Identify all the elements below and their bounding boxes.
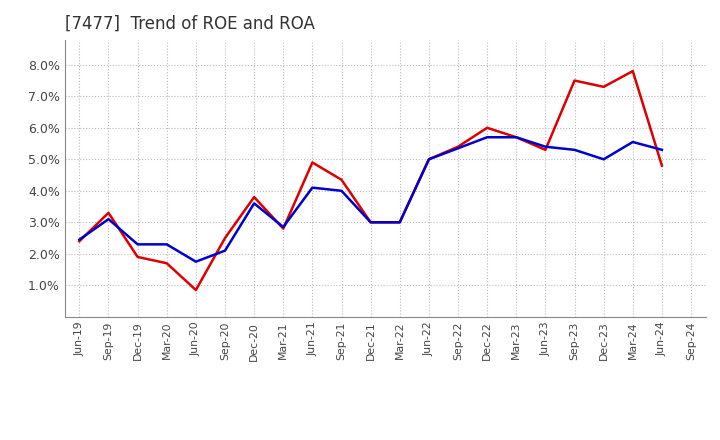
ROE (220, 235, 229, 241)
ROA (104, 216, 113, 222)
ROA (599, 157, 608, 162)
ROA (570, 147, 579, 153)
ROA (220, 248, 229, 253)
Line: ROE: ROE (79, 71, 662, 290)
ROE (337, 177, 346, 183)
ROA (395, 220, 404, 225)
ROA (541, 144, 550, 149)
ROE (512, 135, 521, 140)
ROA (192, 259, 200, 264)
ROA (133, 242, 142, 247)
ROE (366, 220, 375, 225)
ROE (163, 260, 171, 266)
Text: [7477]  Trend of ROE and ROA: [7477] Trend of ROE and ROA (65, 15, 315, 33)
ROE (395, 220, 404, 225)
ROE (308, 160, 317, 165)
ROE (541, 147, 550, 153)
ROE (104, 210, 113, 216)
ROE (483, 125, 492, 130)
ROA (279, 224, 287, 230)
ROA (163, 242, 171, 247)
ROA (75, 237, 84, 242)
ROE (570, 78, 579, 83)
ROE (75, 238, 84, 244)
ROE (599, 84, 608, 89)
ROA (308, 185, 317, 190)
ROA (629, 139, 637, 145)
ROE (629, 69, 637, 74)
ROA (250, 201, 258, 206)
ROA (366, 220, 375, 225)
ROE (425, 157, 433, 162)
ROA (483, 135, 492, 140)
ROE (279, 226, 287, 231)
ROA (454, 146, 462, 151)
Line: ROA: ROA (79, 137, 662, 262)
ROA (512, 135, 521, 140)
ROA (657, 147, 666, 153)
ROE (250, 194, 258, 200)
ROE (192, 287, 200, 293)
ROE (454, 144, 462, 149)
ROA (337, 188, 346, 194)
ROE (657, 163, 666, 168)
ROE (133, 254, 142, 260)
ROA (425, 157, 433, 162)
